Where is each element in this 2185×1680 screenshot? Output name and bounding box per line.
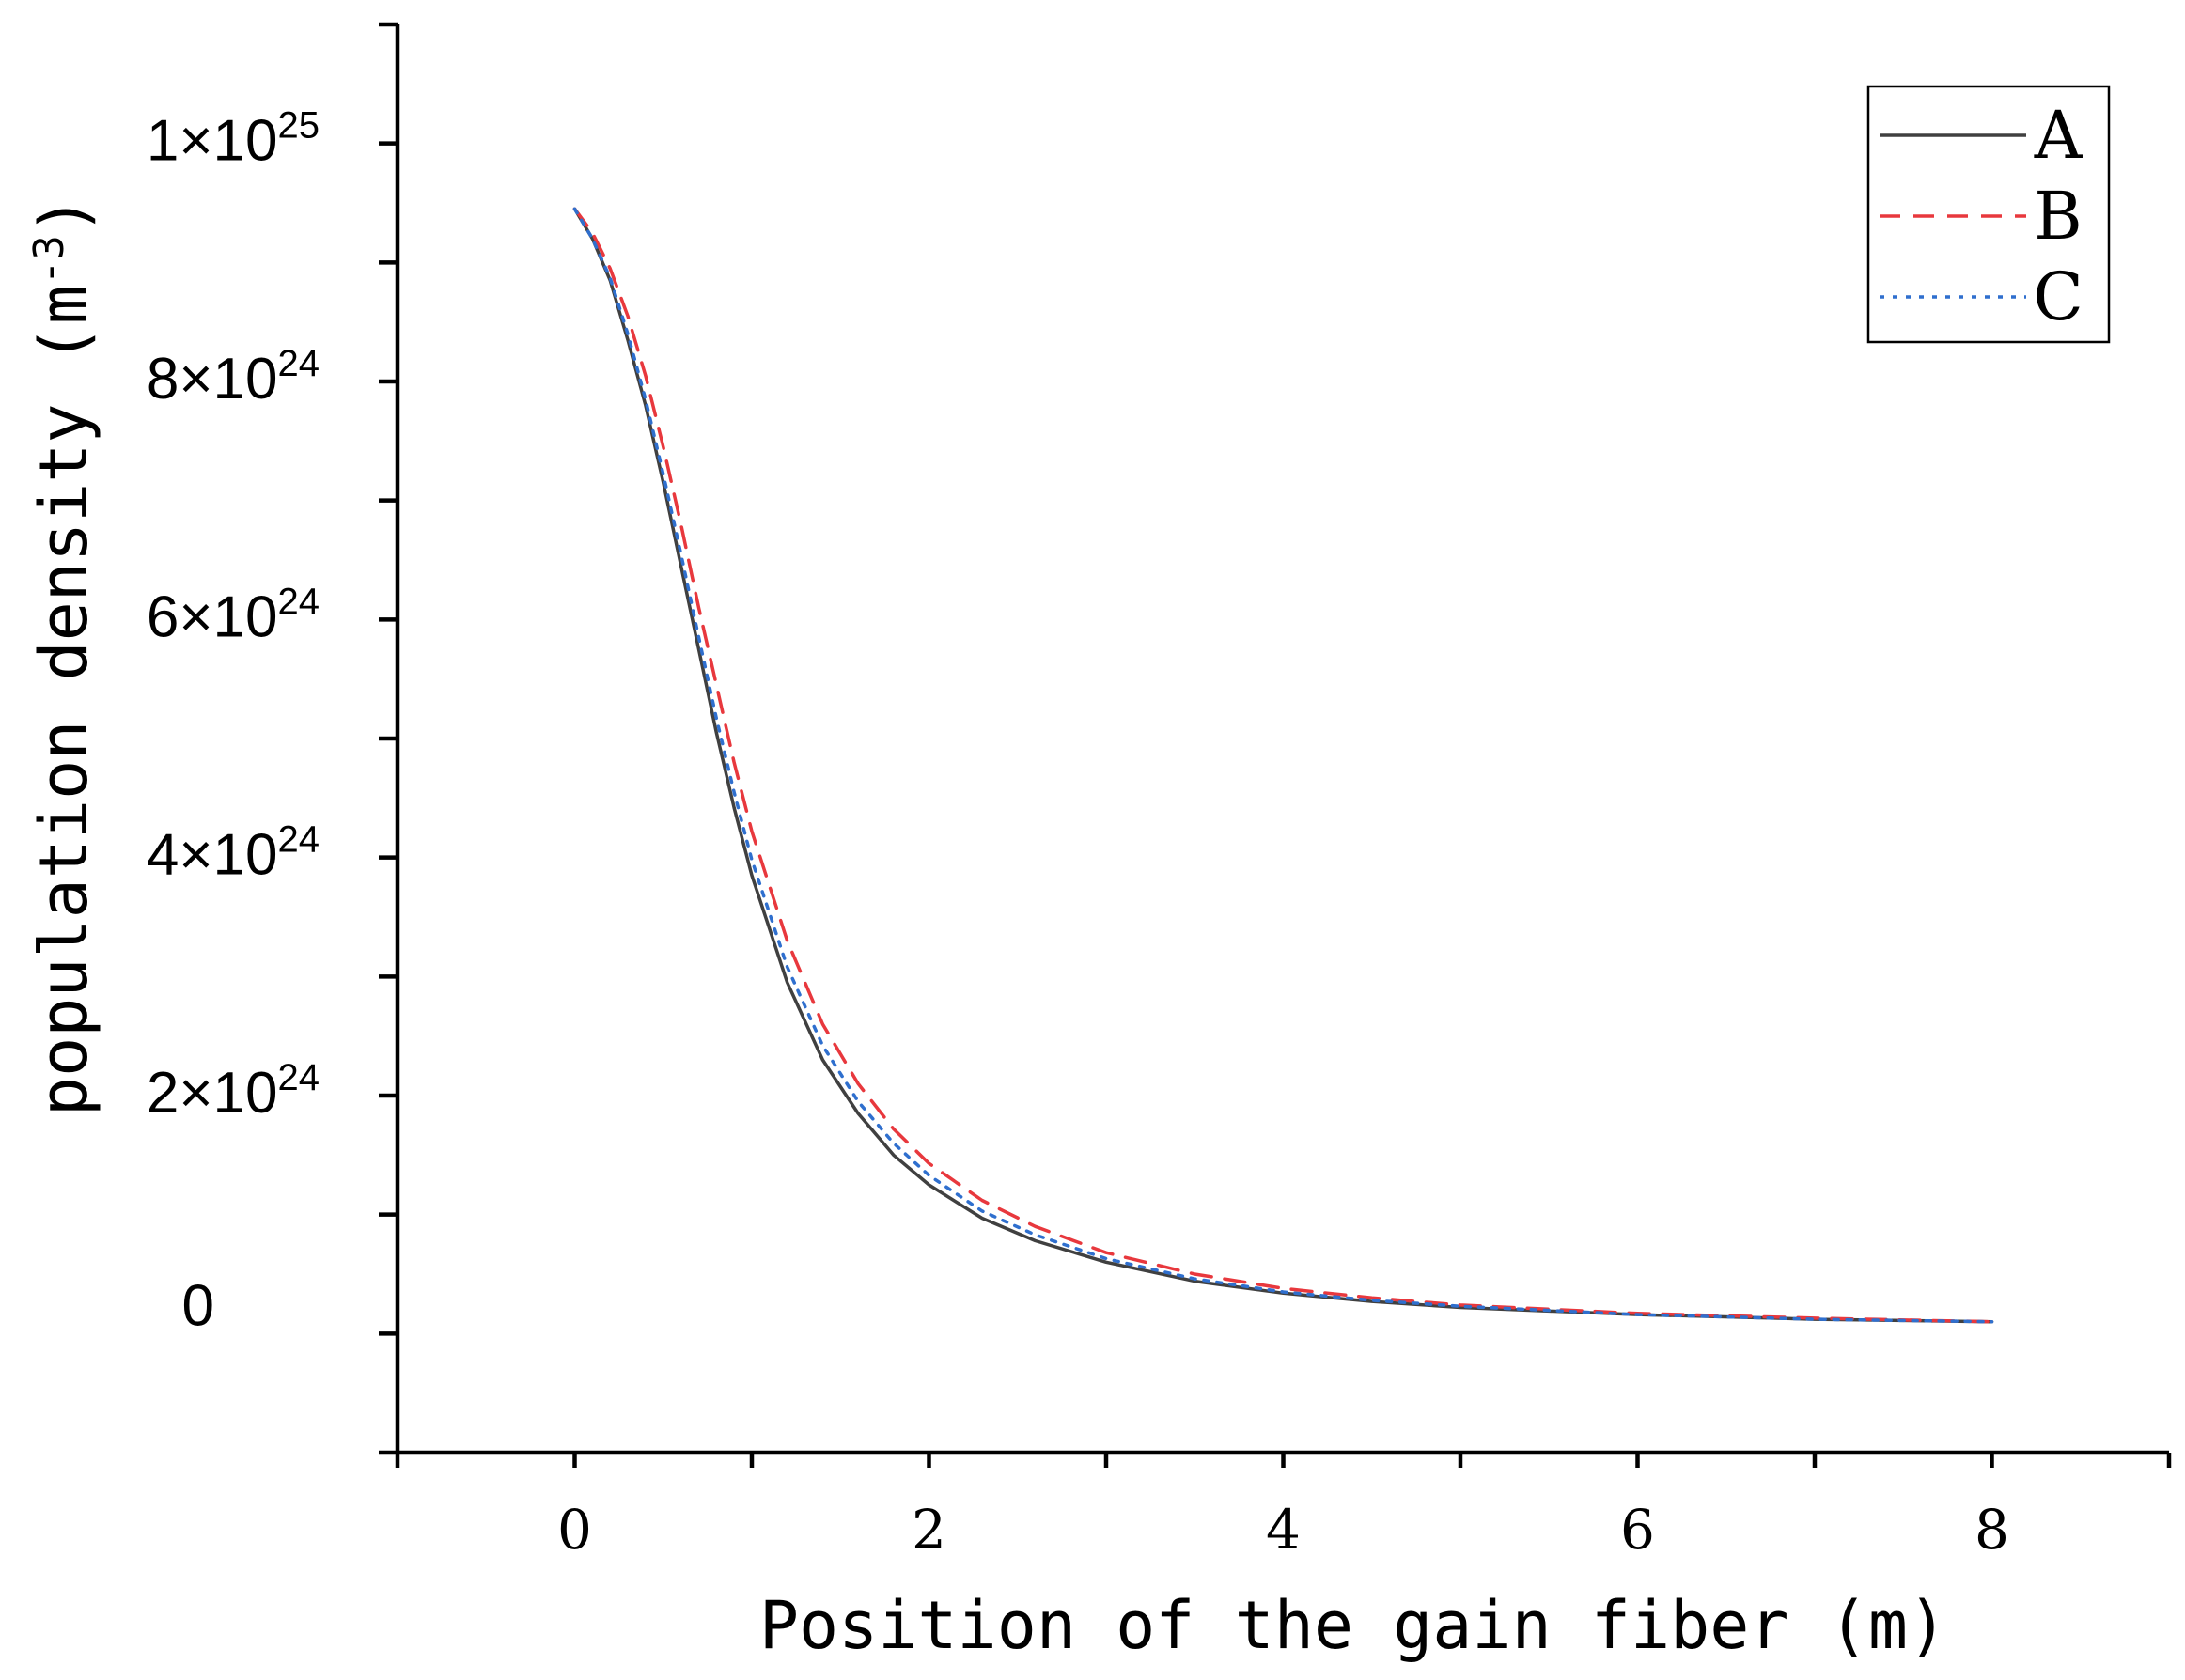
legend-label-B: B xyxy=(2034,178,2082,255)
y-tick-label: 1×1025 xyxy=(147,105,320,174)
y-axis-title: population density (m-3) xyxy=(25,195,103,1116)
y-tick-label: 2×1024 xyxy=(147,1057,320,1126)
y-tick-label-base: 4×10 xyxy=(147,823,278,888)
y-tick-label-exponent: 24 xyxy=(278,581,320,622)
y-tick-label-base: 8×10 xyxy=(147,347,278,412)
y-tick-label: 6×1024 xyxy=(147,581,320,649)
legend-label-A: A xyxy=(2034,97,2084,174)
legend-box xyxy=(1866,85,2111,344)
x-tick-label: 4 xyxy=(1266,1498,1301,1562)
y-tick-label-base: 0 xyxy=(182,1273,214,1338)
y-tick-label-base: 1×10 xyxy=(147,109,278,174)
series-lines xyxy=(572,207,1994,1324)
y-axis-title-base: population density (m xyxy=(25,285,102,1116)
x-axis-title: Position of the gain fiber (m) xyxy=(759,1587,1947,1664)
series-line-A xyxy=(572,207,1994,1324)
y-axis-title-close: ) xyxy=(25,195,102,235)
x-tick-label: 6 xyxy=(1620,1498,1655,1562)
y-tick-label: 8×1024 xyxy=(147,343,320,412)
y-tick-label: 4×1024 xyxy=(147,819,320,888)
legend-label-C: C xyxy=(2033,258,2084,335)
y-tick-label-base: 2×10 xyxy=(147,1061,278,1126)
y-axis-title-exponent: -3 xyxy=(25,235,73,285)
y-tick-label-exponent: 24 xyxy=(278,819,320,861)
x-tick-label: 0 xyxy=(557,1498,592,1562)
y-tick-label: 0 xyxy=(182,1273,214,1338)
legend: ABC xyxy=(1866,85,2111,344)
y-tick-label-exponent: 24 xyxy=(278,1057,320,1098)
x-tick-label: 2 xyxy=(912,1498,946,1562)
x-tick-label: 8 xyxy=(1974,1498,2009,1562)
series-line-C xyxy=(572,207,1994,1324)
y-tick-label-exponent: 25 xyxy=(278,105,320,147)
series-line-B xyxy=(572,207,1994,1324)
y-tick-label-exponent: 24 xyxy=(278,343,320,384)
y-tick-label-base: 6×10 xyxy=(147,584,278,649)
